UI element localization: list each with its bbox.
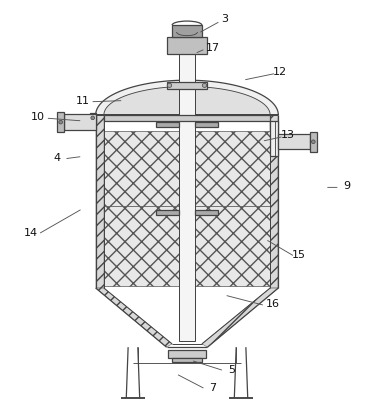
Bar	[90, 113, 96, 123]
Bar	[96, 115, 104, 288]
Text: 14: 14	[24, 228, 37, 238]
Polygon shape	[104, 86, 270, 115]
Bar	[195, 122, 218, 128]
Text: 5: 5	[228, 364, 235, 375]
Ellipse shape	[167, 83, 172, 88]
Bar	[172, 25, 202, 36]
Text: 10: 10	[31, 112, 45, 122]
Bar	[64, 115, 96, 130]
Bar	[104, 115, 270, 121]
Polygon shape	[202, 288, 278, 347]
Text: 16: 16	[266, 299, 280, 309]
Bar	[270, 121, 278, 155]
Bar	[104, 206, 270, 286]
Text: 7: 7	[209, 383, 217, 393]
Bar	[104, 131, 270, 206]
Ellipse shape	[59, 120, 62, 124]
Bar	[270, 115, 278, 288]
Bar	[166, 36, 208, 54]
Bar	[310, 132, 317, 152]
Text: 11: 11	[76, 96, 90, 106]
Bar	[278, 134, 310, 149]
Text: 3: 3	[221, 14, 228, 24]
Bar	[179, 54, 195, 341]
Bar	[195, 209, 218, 215]
Bar	[172, 358, 202, 362]
Text: 13: 13	[280, 130, 295, 140]
Bar	[166, 82, 208, 89]
Text: 17: 17	[206, 43, 220, 53]
Bar	[156, 122, 179, 128]
Text: 15: 15	[292, 250, 306, 261]
Ellipse shape	[91, 116, 95, 120]
Bar	[57, 112, 64, 133]
Text: 4: 4	[53, 153, 60, 163]
Polygon shape	[96, 80, 278, 115]
Bar	[156, 209, 179, 215]
Text: 9: 9	[344, 181, 351, 191]
Ellipse shape	[202, 83, 207, 88]
Ellipse shape	[312, 140, 315, 144]
Text: 12: 12	[273, 67, 287, 77]
Bar	[168, 351, 206, 358]
Polygon shape	[96, 288, 172, 347]
